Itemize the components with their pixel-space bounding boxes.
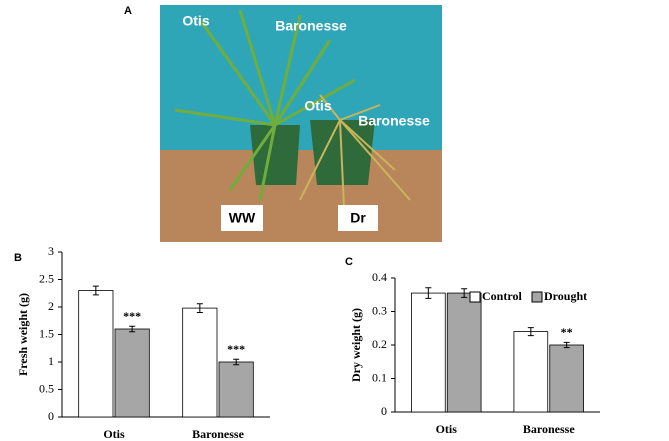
y-tick-label: 2 (48, 299, 54, 313)
y-tick-label: 0 (381, 404, 387, 418)
bar (513, 331, 549, 413)
bar (114, 328, 150, 418)
panel-label: B (14, 252, 22, 264)
error-bar (563, 341, 570, 349)
photo-label: Otis (304, 98, 331, 114)
y-tick-label: 2.5 (39, 271, 54, 285)
x-tick-label: Baronesse (192, 427, 244, 441)
error-bar (461, 288, 468, 298)
error-bar (425, 287, 432, 299)
x-tick-label: Otis (436, 422, 458, 436)
y-tick-label: 0.3 (372, 303, 387, 317)
error-bar (196, 303, 203, 313)
error-bar (129, 325, 136, 333)
y-tick-label: 0.5 (39, 381, 54, 395)
x-tick-label: Otis (103, 427, 125, 441)
y-axis-label: Fresh weight (g) (16, 293, 30, 376)
error-bar (527, 327, 534, 337)
photo-label: WW (229, 210, 256, 226)
legend-swatch (531, 291, 543, 303)
y-axis-label: Dry weight (g) (349, 308, 363, 382)
bar (411, 292, 446, 413)
x-tick-label: Baronesse (523, 422, 575, 436)
y-tick-label: 0.2 (372, 337, 387, 351)
bar (182, 307, 218, 418)
error-bar (233, 358, 240, 366)
y-tick-label: 3 (48, 244, 54, 258)
panel-label: C (345, 256, 353, 268)
photo-label: Baronesse (358, 113, 430, 129)
photo: A Otis Baronesse Otis Baronesse WW Dr (124, 5, 442, 242)
pot (250, 125, 300, 185)
y-tick-label: 0 (48, 409, 54, 423)
bar (218, 361, 254, 418)
bar (549, 344, 584, 413)
significance: ** (561, 325, 573, 339)
significance: *** (227, 342, 245, 356)
photo-label: Otis (182, 13, 209, 29)
photo-label: Baronesse (275, 18, 347, 34)
photo-tag (221, 205, 263, 231)
photo-label: Dr (350, 210, 366, 226)
plant (174, 9, 356, 201)
y-tick-label: 1 (48, 354, 54, 368)
bar (78, 290, 114, 418)
significance: *** (123, 309, 141, 323)
photo-tag (338, 205, 378, 231)
y-tick-label: 0.4 (372, 270, 387, 284)
y-tick-label: 1.5 (39, 326, 54, 340)
error-bar (92, 285, 99, 296)
legend-label: Control (482, 289, 522, 303)
bar (446, 292, 482, 413)
legend-label: Drought (544, 289, 587, 303)
y-tick-label: 0.1 (372, 370, 387, 384)
legend-swatch (469, 291, 481, 303)
panel-label: A (124, 5, 132, 17)
